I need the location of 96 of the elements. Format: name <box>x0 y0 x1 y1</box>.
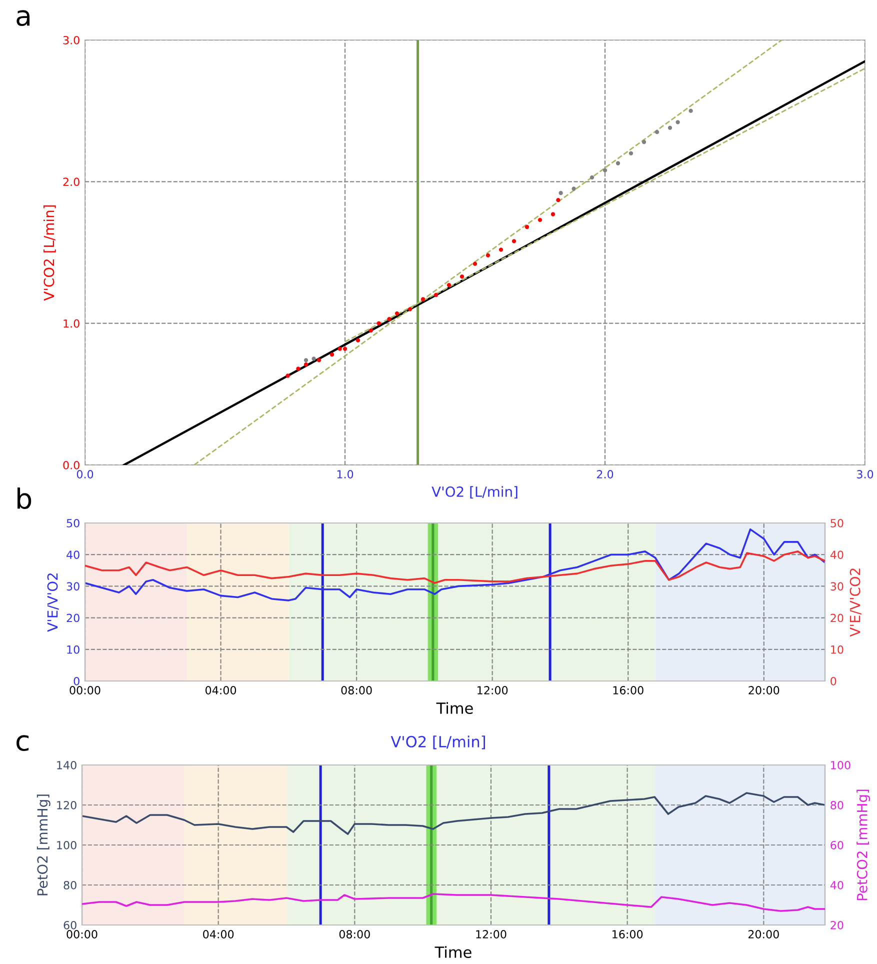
point <box>668 126 672 130</box>
point <box>368 328 374 332</box>
point <box>590 175 594 180</box>
x-tick-label: 2.0 <box>596 470 614 478</box>
point <box>628 151 634 156</box>
point <box>356 338 360 342</box>
point <box>286 374 290 378</box>
point <box>688 108 693 113</box>
y2-tick-label: 30 <box>830 582 844 591</box>
point <box>338 346 342 351</box>
point <box>472 262 478 266</box>
y2-tick-label: 60 <box>830 840 844 850</box>
point <box>524 224 530 230</box>
point <box>376 321 381 326</box>
y-tick-label: 140 <box>57 760 76 770</box>
y-tick-label: 0.0 <box>63 460 80 470</box>
x-axis-title: Time <box>434 946 472 958</box>
y2-tick-label: 80 <box>830 800 844 810</box>
point <box>342 346 348 351</box>
x-tick-label: 16:00 <box>612 930 643 938</box>
text: c <box>16 735 29 752</box>
x-tick-label: 20:00 <box>748 930 779 938</box>
x-tick-label: 08:00 <box>341 686 372 694</box>
y-axis-title: V'E/V'O2 <box>47 573 59 632</box>
point <box>304 362 308 366</box>
point <box>316 358 322 362</box>
y-tick-label: 120 <box>57 800 76 810</box>
y-tick-label: 1.0 <box>64 319 80 328</box>
point <box>616 161 620 166</box>
point <box>330 352 334 357</box>
x-tick-label: 08:00 <box>339 930 370 938</box>
y-tick-label: 10 <box>67 645 80 654</box>
y2-tick-label: 40 <box>830 880 844 890</box>
point <box>498 248 504 252</box>
point <box>408 307 412 312</box>
text: b <box>18 488 32 510</box>
point <box>602 168 608 172</box>
y2-tick-label: 20 <box>830 614 844 622</box>
x-axis-title: Time <box>436 702 473 714</box>
point <box>572 186 576 191</box>
point <box>512 239 516 244</box>
y2-tick-label: 20 <box>830 920 844 930</box>
y2-tick-label: 50 <box>830 518 844 528</box>
x-tick-label: 12:00 <box>478 686 508 694</box>
y-axis-title: V'CO2 [L/min] <box>43 205 56 301</box>
point <box>304 358 308 362</box>
point <box>538 218 542 222</box>
y-tick-label: 2.0 <box>63 178 80 186</box>
y2-tick-label: 40 <box>830 550 844 559</box>
point <box>556 198 560 202</box>
y-tick-label: 30 <box>66 582 80 591</box>
x-tick-label: 1.0 <box>337 470 354 478</box>
text: a <box>16 10 30 26</box>
point <box>654 130 660 134</box>
x-tick-label: 12:00 <box>476 930 506 938</box>
line-series <box>85 528 825 602</box>
y-tick-label: 20 <box>66 614 80 622</box>
y-tick-label: 50 <box>66 518 80 528</box>
y2-axis-title: V'E/V'CO2 <box>850 568 862 637</box>
y-axis-title: PetO2 [mmHg] <box>36 794 50 896</box>
y-tick-label: 40 <box>66 550 80 559</box>
point <box>446 283 452 288</box>
point <box>434 292 438 298</box>
point <box>420 297 426 302</box>
y-tick-label: 60 <box>64 920 76 930</box>
y2-tick-label: 10 <box>831 645 844 654</box>
point <box>394 311 400 316</box>
point <box>312 356 316 361</box>
point <box>460 274 464 279</box>
x-tick-label: 00:00 <box>70 686 100 694</box>
point <box>550 212 556 216</box>
x-tick-label: 04:00 <box>206 686 236 694</box>
y-tick-label: 3.0 <box>63 36 80 44</box>
x-tick-label: 04:00 <box>203 930 234 938</box>
x-tick-label: 00:00 <box>66 930 98 938</box>
y2-tick-label: 100 <box>831 760 850 770</box>
x-tick-label: 20:00 <box>748 686 780 694</box>
x-axis-title: V'O2 [L/min] <box>432 486 518 499</box>
line-series <box>82 893 825 912</box>
y-tick-label: 0 <box>74 676 80 686</box>
text: V'O2 [L/min] <box>390 736 486 750</box>
y-tick-label: 80 <box>64 880 76 890</box>
y2-tick-label: 0 <box>830 676 836 686</box>
x-tick-label: 16:00 <box>613 686 644 694</box>
x-tick-label: 0.0 <box>76 470 94 478</box>
x-tick-label: 3.0 <box>857 470 874 478</box>
point <box>558 190 563 196</box>
y2-axis-title: PetCO2 [mmHg] <box>856 790 870 900</box>
point <box>296 366 300 371</box>
point <box>387 317 392 322</box>
y-tick-label: 100 <box>57 840 76 850</box>
line-series <box>82 792 825 835</box>
point <box>486 253 490 258</box>
line-series <box>85 550 825 584</box>
point <box>676 120 680 124</box>
point <box>642 140 646 144</box>
